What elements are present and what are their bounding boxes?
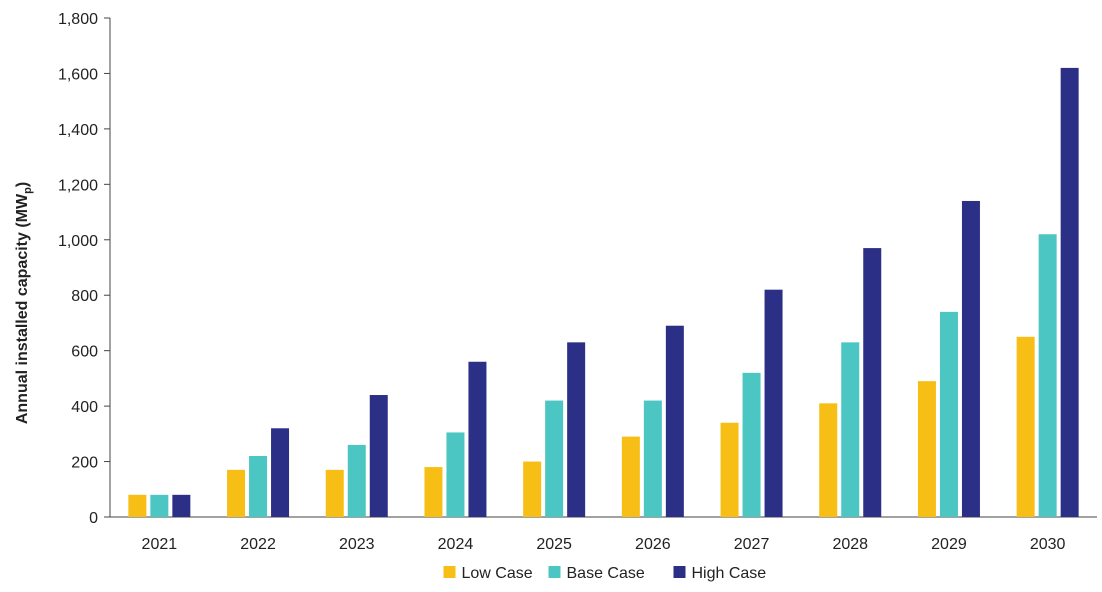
legend-swatch-low-case [443, 566, 456, 578]
y-tick-label: 1,800 [58, 11, 98, 28]
y-axis-label-subscript: p [22, 187, 34, 194]
x-tick-label: 2022 [240, 536, 276, 553]
x-axis: 2021 2022 2023 2024 2025 2026 2027 2028 2029 2030 [110, 516, 1097, 553]
x-tick-label: 2021 [142, 536, 178, 553]
bar-base-case-2025 [545, 400, 564, 517]
bar-base-case-2021 [150, 494, 169, 517]
bar-low-case-2021 [128, 494, 147, 517]
x-tick-label: 2026 [635, 536, 671, 553]
y-tick-label: 0 [89, 510, 98, 527]
bar-low-case-2027 [720, 422, 739, 517]
legend-swatch-base-case [548, 566, 561, 578]
bar-low-case-2029 [917, 381, 936, 517]
legend-swatch-high-case [673, 566, 686, 578]
y-tick-label: 1,400 [58, 122, 98, 139]
y-tick-label: 1,200 [58, 177, 98, 194]
bar-high-case-2023 [369, 395, 388, 517]
x-tick-label: 2029 [931, 536, 967, 553]
bar-base-case-2023 [347, 444, 366, 517]
bar-low-case-2030 [1016, 336, 1035, 517]
y-axis: 0 200 400 600 800 1,000 1,200 1,400 1,600 1,800 [58, 11, 111, 527]
x-tick-label: 2024 [438, 536, 474, 553]
bar-base-case-2029 [939, 311, 958, 517]
bar-base-case-2030 [1038, 234, 1057, 517]
y-axis-label-main: Annual installed capacity (MW [14, 193, 31, 424]
bar-high-case-2024 [468, 361, 487, 517]
x-tick-label: 2023 [339, 536, 375, 553]
legend-label-high-case: High Case [692, 565, 767, 582]
legend: Low Case Base Case High Case [443, 565, 767, 582]
bar-low-case-2024 [424, 467, 443, 517]
x-tick-label: 2027 [734, 536, 770, 553]
bar-base-case-2028 [841, 342, 860, 517]
y-tick-label: 400 [71, 399, 98, 416]
y-axis-label-close: ) [14, 182, 31, 187]
bar-high-case-2027 [764, 289, 783, 517]
y-tick-label: 800 [71, 288, 98, 305]
bar-base-case-2022 [249, 456, 268, 517]
bar-low-case-2023 [325, 469, 344, 517]
y-axis-label: Annual installed capacity (MWp) [14, 182, 34, 424]
legend-label-base-case: Base Case [567, 565, 645, 582]
bar-high-case-2029 [961, 200, 980, 517]
bar-low-case-2022 [227, 469, 246, 517]
bar-low-case-2028 [819, 403, 838, 517]
x-tick-label: 2025 [536, 536, 572, 553]
bar-high-case-2022 [271, 428, 290, 517]
legend-label-low-case: Low Case [462, 565, 533, 582]
y-tick-label: 200 [71, 455, 98, 472]
y-tick-label: 1,000 [58, 233, 98, 250]
y-tick-label: 600 [71, 344, 98, 361]
bar-base-case-2027 [742, 372, 761, 517]
bar-low-case-2025 [523, 461, 542, 517]
y-tick-label: 1,600 [58, 66, 98, 83]
x-tick-label: 2028 [832, 536, 868, 553]
bar-base-case-2026 [643, 400, 662, 517]
bar-high-case-2025 [567, 342, 586, 517]
bars [128, 67, 1079, 518]
bar-low-case-2026 [621, 436, 640, 517]
bar-base-case-2024 [446, 432, 465, 517]
bar-high-case-2026 [665, 325, 684, 517]
bar-high-case-2028 [863, 248, 882, 517]
x-tick-label: 2030 [1030, 536, 1066, 553]
bar-high-case-2021 [172, 494, 191, 517]
bar-high-case-2030 [1060, 67, 1079, 518]
